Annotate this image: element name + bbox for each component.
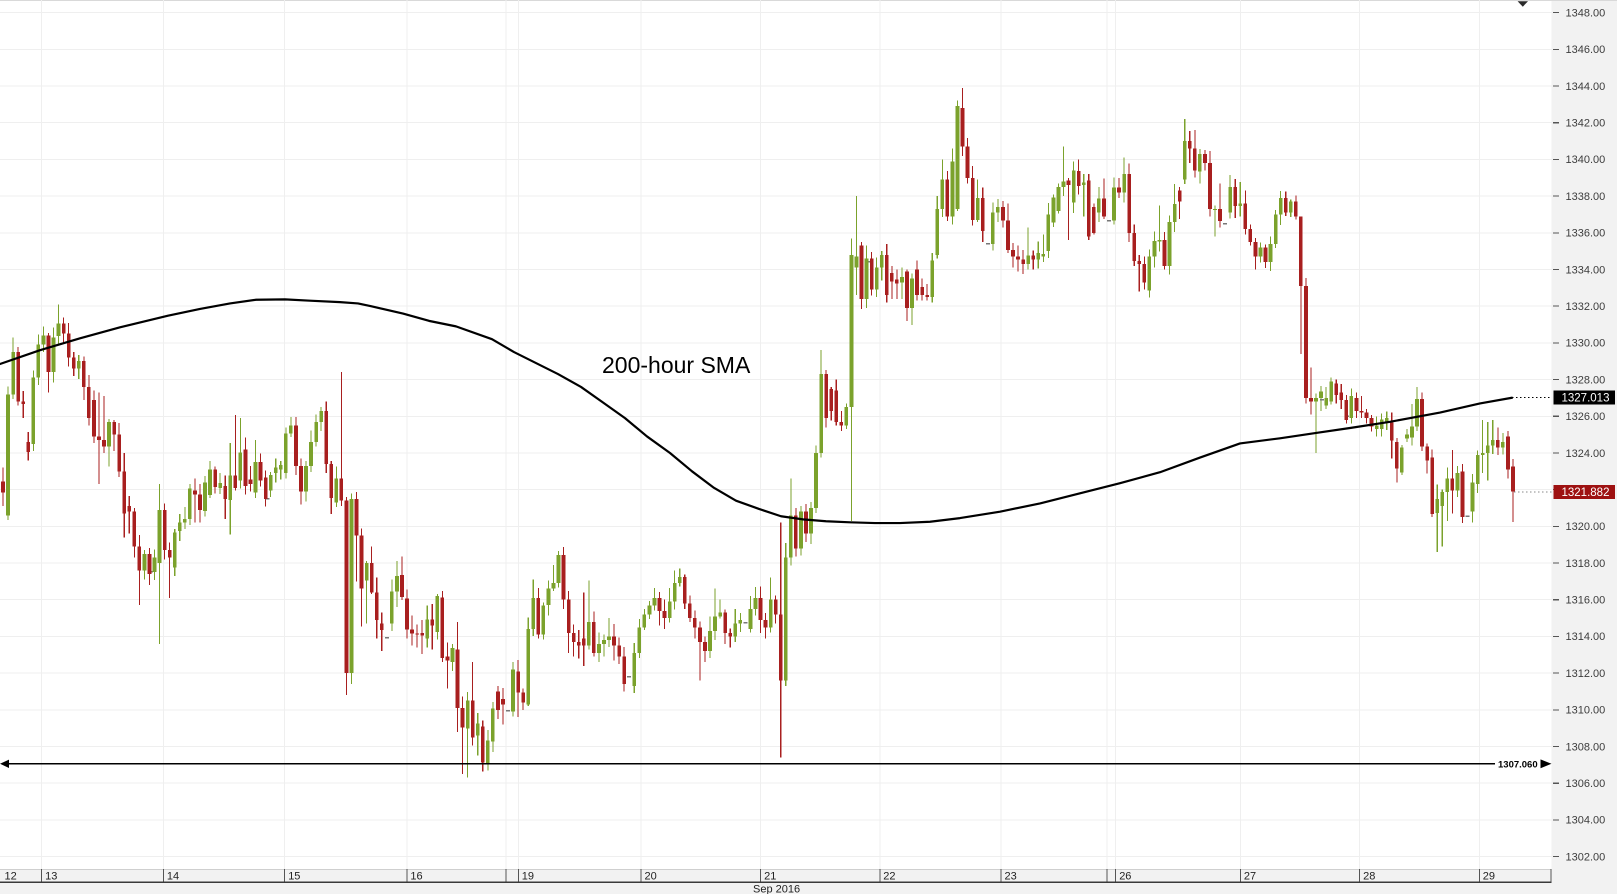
svg-text:1302.00: 1302.00	[1566, 851, 1606, 863]
svg-text:27: 27	[1244, 870, 1256, 882]
svg-text:12: 12	[5, 870, 17, 882]
svg-text:1307.060: 1307.060	[1498, 759, 1538, 770]
svg-text:15: 15	[288, 870, 300, 882]
svg-text:1336.00: 1336.00	[1566, 228, 1606, 240]
svg-text:19: 19	[522, 870, 534, 882]
svg-text:21: 21	[764, 870, 776, 882]
svg-text:1306.00: 1306.00	[1566, 778, 1606, 790]
svg-text:1328.00: 1328.00	[1566, 374, 1606, 386]
svg-text:1327.013: 1327.013	[1562, 393, 1610, 405]
svg-text:16: 16	[410, 870, 422, 882]
svg-text:1310.00: 1310.00	[1566, 705, 1606, 717]
svg-text:1338.00: 1338.00	[1566, 191, 1606, 203]
svg-text:26: 26	[1119, 870, 1131, 882]
svg-text:Sep 2016: Sep 2016	[753, 883, 800, 894]
svg-text:1332.00: 1332.00	[1566, 301, 1606, 313]
svg-text:28: 28	[1363, 870, 1375, 882]
svg-text:1324.00: 1324.00	[1566, 448, 1606, 460]
svg-text:1326.00: 1326.00	[1566, 411, 1606, 423]
svg-text:1321.882: 1321.882	[1562, 487, 1610, 499]
svg-text:1312.00: 1312.00	[1566, 668, 1606, 680]
svg-text:1320.00: 1320.00	[1566, 521, 1606, 533]
svg-text:14: 14	[167, 870, 179, 882]
svg-text:1334.00: 1334.00	[1566, 264, 1606, 276]
svg-text:22: 22	[883, 870, 895, 882]
svg-text:1340.00: 1340.00	[1566, 154, 1606, 166]
svg-text:1346.00: 1346.00	[1566, 44, 1606, 56]
svg-text:1342.00: 1342.00	[1566, 118, 1606, 130]
svg-text:1318.00: 1318.00	[1566, 558, 1606, 570]
svg-text:13: 13	[45, 870, 57, 882]
svg-text:1304.00: 1304.00	[1566, 815, 1606, 827]
svg-text:200-hour SMA: 200-hour SMA	[602, 352, 751, 378]
svg-text:1348.00: 1348.00	[1566, 7, 1606, 19]
svg-text:1308.00: 1308.00	[1566, 741, 1606, 753]
svg-text:1344.00: 1344.00	[1566, 81, 1606, 93]
svg-text:23: 23	[1005, 870, 1017, 882]
svg-text:1330.00: 1330.00	[1566, 338, 1606, 350]
svg-text:1314.00: 1314.00	[1566, 631, 1606, 643]
svg-text:20: 20	[645, 870, 657, 882]
svg-text:1316.00: 1316.00	[1566, 595, 1606, 607]
svg-text:29: 29	[1483, 870, 1495, 882]
